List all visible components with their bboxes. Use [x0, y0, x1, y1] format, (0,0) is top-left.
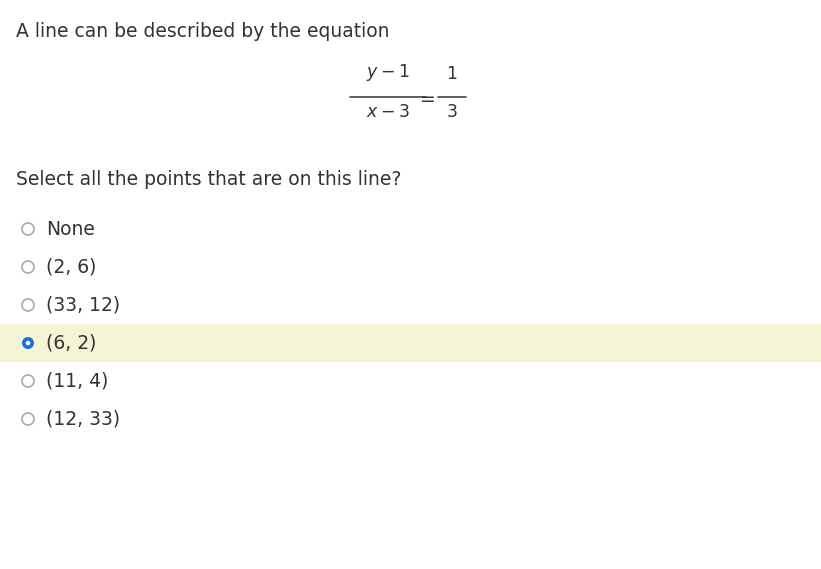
Text: A line can be described by the equation: A line can be described by the equation: [16, 22, 389, 41]
Text: $1$: $1$: [447, 65, 457, 83]
Circle shape: [22, 337, 34, 349]
Text: (11, 4): (11, 4): [46, 372, 108, 390]
Text: $3$: $3$: [446, 103, 458, 121]
Text: (12, 33): (12, 33): [46, 410, 120, 428]
Text: (2, 6): (2, 6): [46, 258, 96, 277]
Text: $=$: $=$: [416, 88, 436, 106]
Circle shape: [22, 413, 34, 425]
Text: $y - 1$: $y - 1$: [366, 62, 410, 83]
Circle shape: [22, 299, 34, 311]
Text: $x - 3$: $x - 3$: [366, 103, 410, 121]
Circle shape: [22, 223, 34, 235]
Text: (33, 12): (33, 12): [46, 295, 120, 315]
Text: Select all the points that are on this line?: Select all the points that are on this l…: [16, 170, 401, 189]
Circle shape: [25, 341, 30, 345]
FancyBboxPatch shape: [0, 324, 821, 362]
Text: (6, 2): (6, 2): [46, 333, 96, 353]
Text: None: None: [46, 220, 95, 238]
Circle shape: [22, 261, 34, 273]
Circle shape: [22, 375, 34, 387]
